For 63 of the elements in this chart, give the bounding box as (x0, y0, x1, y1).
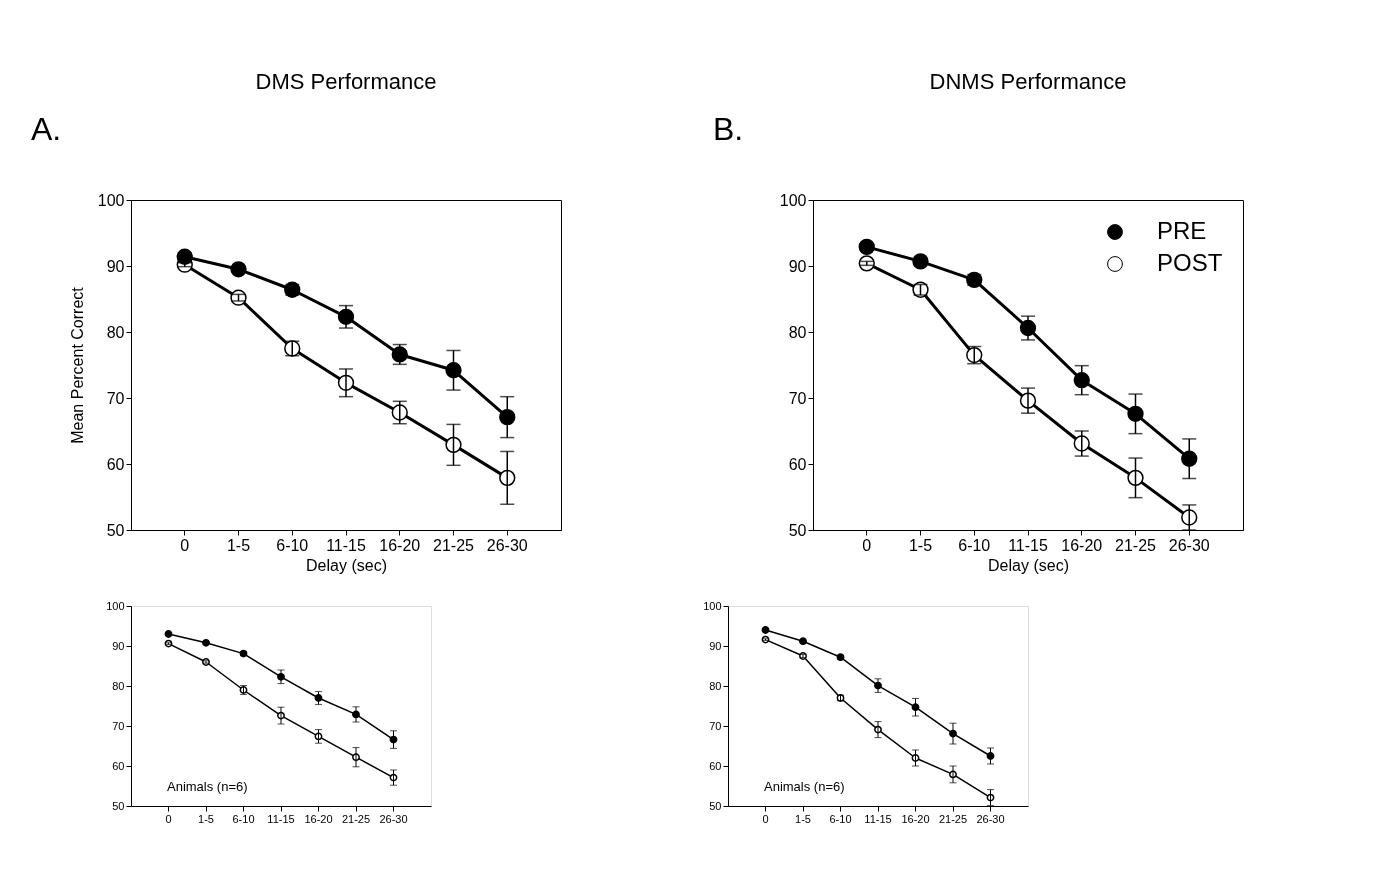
x-tick-label: 16-20 (1061, 536, 1103, 554)
x-axis-title: Delay (sec) (988, 556, 1069, 574)
y-tick-label: 100 (106, 599, 125, 612)
y-tick-label: 100 (779, 191, 807, 209)
x-tick-label: 16-20 (379, 536, 421, 554)
y-tick-label: 90 (709, 639, 722, 652)
y-tick-label: 80 (788, 323, 807, 341)
annotation: Animals (n=6) (167, 779, 248, 794)
x-tick-label: 21-25 (1115, 536, 1157, 554)
x-tick-label: 26-30 (379, 812, 408, 825)
x-tick-label: 11-15 (1008, 536, 1048, 554)
annotation: Animals (n=6) (764, 779, 845, 794)
y-tick-label: 60 (709, 759, 722, 772)
chart-title: DMS Performance (255, 69, 437, 94)
y-tick-label: 50 (709, 799, 722, 812)
x-tick-label: 26-30 (976, 812, 1005, 825)
y-tick-label: 100 (97, 191, 125, 209)
chart-title: DNMS Performance (929, 69, 1127, 94)
x-tick-label: 1-5 (198, 812, 214, 825)
y-tick-label: 80 (106, 323, 125, 341)
text: B. (713, 111, 744, 147)
y-tick-label: 60 (788, 455, 807, 473)
x-tick-label: 11-15 (267, 812, 295, 825)
x-tick-label: 0 (180, 536, 190, 554)
x-tick-label: 26-30 (486, 536, 528, 554)
y-tick-label: 50 (112, 799, 125, 812)
x-tick-label: 6-10 (958, 536, 991, 554)
y-tick-label: 50 (106, 521, 125, 539)
y-axis-title: Mean Percent Correct (68, 286, 86, 444)
x-tick-label: 16-20 (304, 812, 333, 825)
x-tick-label: 0 (762, 812, 769, 825)
text: A. (31, 111, 62, 147)
y-tick-label: 70 (788, 389, 807, 407)
x-tick-label: 6-10 (829, 812, 852, 825)
y-tick-label: 90 (112, 639, 125, 652)
x-tick-label: 21-25 (341, 812, 371, 825)
y-tick-label: 70 (112, 719, 125, 732)
legend-label: POST (1157, 249, 1223, 276)
y-tick-label: 60 (106, 455, 125, 473)
y-tick-label: 90 (788, 257, 807, 275)
x-tick-label: 1-5 (226, 536, 251, 554)
y-tick-label: 100 (703, 599, 722, 612)
y-tick-label: 80 (112, 679, 125, 692)
y-tick-label: 60 (112, 759, 125, 772)
x-tick-label: 26-30 (1168, 536, 1210, 554)
x-tick-label: 6-10 (276, 536, 309, 554)
x-tick-label: 6-10 (232, 812, 255, 825)
x-tick-label: 11-15 (326, 536, 366, 554)
x-tick-label: 11-15 (864, 812, 892, 825)
x-tick-label: 21-25 (938, 812, 968, 825)
x-tick-label: 1-5 (795, 812, 811, 825)
x-tick-label: 21-25 (433, 536, 475, 554)
y-tick-label: 50 (788, 521, 807, 539)
y-tick-label: 90 (106, 257, 125, 275)
x-tick-label: 16-20 (901, 812, 930, 825)
x-tick-label: 0 (862, 536, 872, 554)
legend-label: PRE (1157, 217, 1207, 244)
x-tick-label: 1-5 (908, 536, 933, 554)
x-axis-title: Delay (sec) (306, 556, 387, 574)
y-tick-label: 70 (709, 719, 722, 732)
y-tick-label: 80 (709, 679, 722, 692)
y-tick-label: 70 (106, 389, 125, 407)
x-tick-label: 0 (165, 812, 172, 825)
